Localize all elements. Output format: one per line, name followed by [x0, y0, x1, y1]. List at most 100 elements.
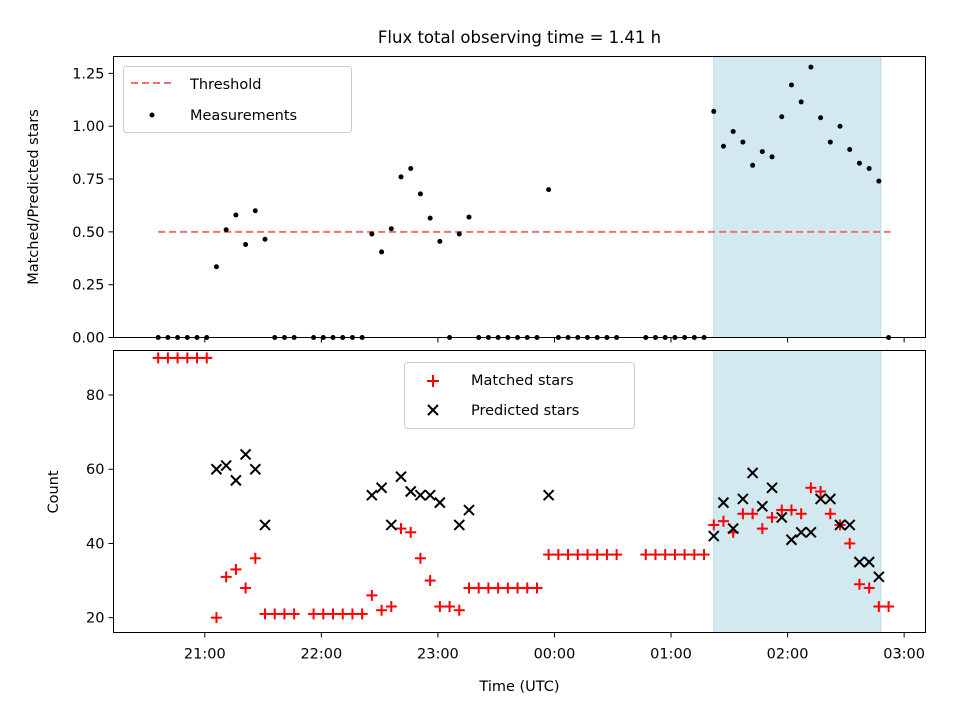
matched-star-point [873, 601, 885, 613]
measurement-point [827, 139, 833, 145]
matched-star-point [337, 608, 349, 620]
x-tick-label: 21:00 [184, 647, 226, 663]
top-y-axis-label: Matched/Predicted stars [26, 109, 42, 285]
matched-star-point [512, 582, 524, 594]
x-tick-label: 23:00 [417, 647, 459, 663]
matched-star-point [152, 352, 164, 364]
measurement-point [466, 214, 472, 220]
matched-star-point [191, 352, 203, 364]
predicted-star-point [366, 489, 378, 501]
bottom-y-ticks: 20 40 60 80 [86, 388, 114, 627]
legend-matched-swatch [427, 375, 439, 387]
matched-star-point [737, 508, 749, 520]
predicted-star-point [873, 571, 885, 583]
measurement-point [740, 139, 746, 145]
matched-star-point [502, 582, 514, 594]
matched-star-point [492, 582, 504, 594]
matched-star-point [659, 549, 671, 561]
bottom-highlight-band [713, 350, 882, 633]
x-tick-label: 03:00 [883, 647, 925, 663]
matched-star-point [688, 549, 700, 561]
predicted-star-point [766, 482, 778, 494]
top-y-tick-label: 0.75 [72, 172, 104, 188]
measurement-point [243, 242, 249, 248]
matched-star-point [346, 608, 358, 620]
measurement-point [750, 162, 756, 168]
predicted-star-point [727, 522, 739, 535]
bottom-legend-box [404, 362, 635, 429]
predicted-star-point [375, 482, 388, 494]
matched-star-point [531, 582, 543, 594]
x-tick-label: 01:00 [650, 647, 692, 663]
measurement-point [720, 143, 726, 149]
top-x-ticks [204, 337, 905, 343]
bottom-plot: 20 40 60 80 21:00 22:00 23:00 00:00 01:00 02:00 0… [46, 350, 926, 695]
measurement-point [808, 64, 814, 70]
legend-predicted-swatch [427, 404, 439, 416]
measurement-point [427, 215, 433, 221]
star-points [152, 352, 895, 624]
measurement-point [769, 154, 775, 160]
predicted-star-point [717, 496, 730, 509]
top-y-tick-label: 1.25 [72, 66, 104, 82]
matched-star-point [210, 612, 222, 624]
predicted-star-point [230, 474, 242, 487]
predicted-star-point [795, 526, 807, 539]
measurement-point [788, 82, 794, 88]
matched-star-point [766, 511, 778, 523]
measurement-point [818, 115, 824, 121]
measurement-point [262, 236, 268, 242]
legend-measurements-label: Measurements [190, 108, 297, 124]
matched-star-point [649, 549, 661, 561]
predicted-star-point [463, 504, 475, 516]
predicted-star-point [220, 459, 232, 472]
bottom-legend: Matched stars Predicted stars [404, 362, 635, 429]
matched-star-point [473, 582, 485, 594]
measurement-point [730, 129, 736, 135]
top-legend: Threshold Measurements [123, 66, 352, 133]
matched-star-point [269, 608, 281, 620]
matched-star-point [405, 526, 417, 538]
top-chart-title: Flux total observing time = 1.41 h [378, 28, 661, 47]
matched-star-point [581, 549, 593, 561]
matched-star-point [376, 604, 388, 616]
matched-star-point [414, 552, 426, 564]
predicted-star-point [805, 526, 817, 539]
matched-star-point [795, 508, 807, 520]
matched-star-point [562, 549, 574, 561]
matched-star-point [572, 549, 584, 561]
matched-star-point [883, 601, 895, 613]
predicted-star-point [863, 556, 875, 568]
bottom-x-ticks: 21:00 22:00 23:00 00:00 01:00 02:00 03:00 [184, 632, 925, 663]
measurement-point [759, 149, 765, 155]
matched-star-point [640, 549, 652, 561]
measurement-point [252, 208, 258, 214]
measurement-point [233, 212, 239, 218]
predicted-star-point [210, 463, 223, 475]
matched-star-point [395, 523, 407, 535]
top-plot: 0.00 0.25 0.50 0.75 1.00 1.25 Matched/Predict… [26, 56, 926, 347]
matched-star-point [482, 582, 494, 594]
matched-star-point [543, 549, 555, 561]
measurement-point [546, 187, 552, 193]
matched-star-point [434, 601, 446, 613]
matched-star-point [181, 352, 193, 364]
legend-measurements-swatch [149, 112, 155, 118]
measurement-point [456, 231, 462, 237]
measurement-point [711, 108, 717, 114]
top-y-tick-label: 0.00 [72, 331, 104, 347]
measurement-point [398, 174, 404, 180]
matched-star-point [824, 508, 836, 520]
bottom-y-tick-label: 40 [86, 536, 104, 552]
matched-star-point [385, 601, 397, 613]
x-tick-label: 02:00 [767, 647, 809, 663]
matched-star-point [230, 563, 242, 575]
bottom-y-tick-label: 60 [86, 462, 104, 478]
x-tick-label: 00:00 [534, 647, 576, 663]
top-y-tick-label: 0.50 [72, 225, 104, 241]
measurement-point [379, 249, 385, 255]
matched-star-point [776, 504, 788, 516]
bottom-y-axis-label: Count [46, 470, 62, 513]
measurement-point [856, 160, 862, 166]
